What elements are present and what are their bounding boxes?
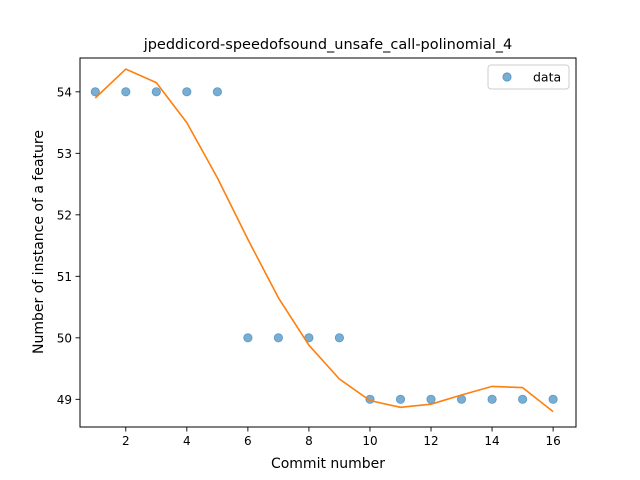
x-tick-label: 2 — [122, 434, 130, 448]
x-tick-label: 14 — [484, 434, 499, 448]
data-point — [548, 394, 558, 404]
legend-box — [487, 64, 570, 90]
x-tick-label: 4 — [183, 434, 191, 448]
y-tick-label: 49 — [57, 393, 72, 407]
data-point — [182, 87, 192, 97]
x-tick-label: 10 — [362, 434, 377, 448]
y-tick-label: 50 — [57, 331, 72, 345]
x-tick-label: 16 — [545, 434, 560, 448]
data-point — [151, 87, 161, 97]
data-point — [395, 394, 406, 404]
data-point — [426, 394, 436, 404]
data-point — [517, 394, 528, 404]
fit-line — [94, 68, 554, 413]
data-point — [90, 87, 100, 97]
plot-frame — [79, 57, 577, 428]
y-axis-label: Number of instance of a feature — [31, 130, 47, 354]
data-point — [121, 87, 131, 97]
x-tick-label: 12 — [423, 434, 438, 448]
y-tick-label: 53 — [57, 147, 72, 161]
x-tick-label: 8 — [305, 434, 313, 448]
data-point — [334, 333, 344, 343]
data-point — [243, 333, 253, 343]
plot-area — [90, 68, 558, 413]
chart-title: jpeddicord-speedofsound_unsafe_call-poli… — [143, 37, 513, 53]
legend: data — [487, 64, 570, 90]
x-tick-label: 6 — [244, 434, 252, 448]
legend-marker — [502, 72, 512, 82]
axis-ticks: 2 4 6 8 10 12 14 16 49 50 51 52 53 54 — [57, 85, 561, 448]
data-point — [212, 87, 222, 97]
y-tick-label: 52 — [57, 208, 72, 222]
x-axis-label: Commit number — [271, 456, 385, 472]
y-tick-label: 51 — [57, 270, 72, 284]
data-point — [487, 394, 497, 404]
data-point — [273, 333, 283, 343]
legend-label: data — [533, 70, 561, 85]
y-tick-label: 54 — [57, 85, 72, 99]
